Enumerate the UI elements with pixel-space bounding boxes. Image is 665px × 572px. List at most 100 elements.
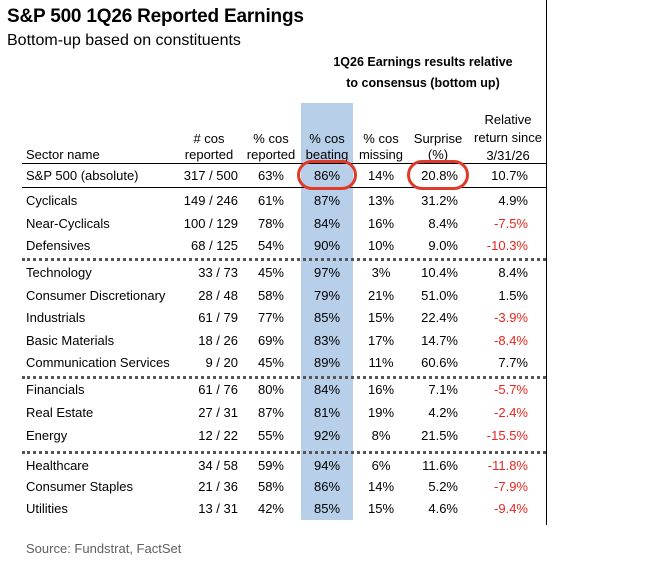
header-pct-reported-line-2: reported [246, 147, 296, 162]
table-row: Consumer Staples 21 / 36 58% 86% 14% 5.2% -7.9… [0, 476, 665, 498]
cell-sector: Utilities [26, 501, 68, 516]
highlight-circle-beating [297, 160, 357, 190]
header-pct-missing: % cos missing [355, 131, 407, 163]
cell-reported: 58% [257, 288, 284, 303]
cell-surprise: 51.0% [421, 288, 458, 303]
cell-beating: 84% [313, 382, 341, 397]
header-relative-return-line-2: return since [474, 130, 542, 145]
cell-missing: 15% [367, 310, 395, 325]
group-header: 1Q26 Earnings results relative to consen… [318, 52, 528, 94]
table-row: Communication Services 9 / 20 45% 89% 11% 60.… [0, 352, 665, 374]
cell-reported: 54% [257, 238, 284, 253]
group-separator-2 [22, 376, 546, 379]
cell-sector: Technology [26, 265, 92, 280]
table-row: Near-Cyclicals 100 / 129 78% 84% 16% 8.4% -7.5… [0, 213, 665, 235]
header-pct-missing-line-2: missing [358, 147, 404, 162]
cell-sector: Healthcare [26, 458, 89, 473]
header-separator [22, 163, 546, 164]
table-row: Financials 61 / 76 80% 84% 16% 7.1% -5.7% [0, 379, 665, 401]
cell-sector: Financials [26, 382, 85, 397]
cell-rel: 10.7% [491, 168, 528, 183]
cell-rel: -15.5% [486, 428, 528, 443]
cell-cos: 100 / 129 [183, 216, 238, 231]
header-pct-beating-line-2: beating [305, 147, 349, 162]
highlight-circle-surprise [407, 160, 469, 190]
cell-cos: 27 / 31 [198, 405, 238, 420]
cell-missing: 8% [371, 428, 391, 443]
cell-beating: 86% [313, 168, 341, 183]
cell-rel: -5.7% [494, 382, 528, 397]
cell-surprise: 21.5% [421, 428, 458, 443]
cell-cos: 9 / 20 [205, 355, 238, 370]
cell-rel: -10.3% [486, 238, 528, 253]
cell-beating: 92% [313, 428, 341, 443]
cell-beating: 87% [313, 193, 341, 208]
cell-beating: 90% [313, 238, 341, 253]
header-relative-return: Relative return since 3/31/26 [470, 111, 546, 165]
cell-rel: -11.8% [487, 458, 528, 473]
header-surprise-line-1: Surprise [413, 131, 463, 146]
cell-sector: Basic Materials [26, 333, 115, 348]
cell-missing: 13% [367, 193, 395, 208]
cell-surprise: 20.8% [421, 168, 458, 183]
header-pct-beating-line-1: % cos [309, 131, 345, 146]
cell-cos: 33 / 73 [198, 265, 238, 280]
page-title: S&P 500 1Q26 Reported Earnings [7, 6, 304, 27]
cell-reported: 80% [257, 382, 284, 397]
cell-surprise: 14.7% [421, 333, 458, 348]
cell-missing: 16% [367, 382, 395, 397]
cell-surprise: 22.4% [421, 310, 458, 325]
cell-beating: 81% [313, 405, 341, 420]
cell-sector: S&P 500 (absolute) [26, 168, 139, 183]
cell-sector: Communication Services [26, 355, 170, 370]
row-separator-total [22, 187, 546, 188]
header-sector-line-1: Sector name [26, 147, 100, 162]
cell-sector: Real Estate [26, 405, 94, 420]
header-surprise: Surprise (%) [408, 131, 468, 163]
cell-sector: Industrials [26, 310, 86, 325]
cell-surprise: 11.6% [422, 458, 458, 473]
cell-beating: 97% [313, 265, 341, 280]
cell-surprise: 4.2% [428, 405, 458, 420]
cell-beating: 84% [313, 216, 341, 231]
cell-beating: 94% [313, 458, 341, 473]
cell-missing: 16% [367, 216, 395, 231]
cell-cos: 317 / 500 [183, 168, 238, 183]
header-surprise-line-2: (%) [427, 147, 449, 162]
table-row: Industrials 61 / 79 77% 85% 15% 22.4% -3.9% [0, 307, 665, 329]
group-separator-1 [22, 258, 546, 261]
cell-rel: -2.4% [494, 405, 528, 420]
cell-beating: 86% [313, 479, 341, 494]
cell-sector: Consumer Staples [26, 479, 133, 494]
header-cos-reported: # cos reported [175, 131, 243, 163]
cell-reported: 55% [257, 428, 284, 443]
cell-reported: 87% [257, 405, 284, 420]
cell-reported: 77% [257, 310, 284, 325]
cell-rel: -8.4% [494, 333, 528, 348]
cell-missing: 15% [367, 501, 395, 516]
cell-cos: 61 / 76 [198, 382, 238, 397]
cell-rel: 8.4% [498, 265, 528, 280]
cell-beating: 83% [313, 333, 341, 348]
cell-rel: 7.7% [498, 355, 528, 370]
cell-surprise: 8.4% [428, 216, 458, 231]
cell-rel: -9.4% [494, 501, 528, 516]
page-subtitle: Bottom-up based on constituents [7, 32, 241, 49]
cell-sector: Cyclicals [26, 193, 78, 208]
table-row: Cyclicals 149 / 246 61% 87% 13% 31.2% 4.9% [0, 190, 665, 212]
header-pct-beating: % cos beating [301, 131, 353, 163]
cell-missing: 14% [367, 479, 395, 494]
cell-cos: 21 / 36 [198, 479, 238, 494]
cell-surprise: 10.4% [421, 265, 458, 280]
cell-beating: 79% [313, 288, 341, 303]
cell-cos: 13 / 31 [198, 501, 238, 516]
cell-missing: 17% [367, 333, 395, 348]
table-row: Utilities 13 / 31 42% 85% 15% 4.6% -9.4% [0, 498, 665, 520]
cell-missing: 14% [367, 168, 395, 183]
header-relative-return-line-1: Relative [484, 112, 532, 127]
cell-cos: 34 / 58 [198, 458, 238, 473]
cell-beating: 85% [313, 501, 341, 516]
cell-reported: 58% [257, 479, 284, 494]
table-row: Basic Materials 18 / 26 69% 83% 17% 14.7% -8.4… [0, 330, 665, 352]
cell-surprise: 7.1% [428, 382, 458, 397]
